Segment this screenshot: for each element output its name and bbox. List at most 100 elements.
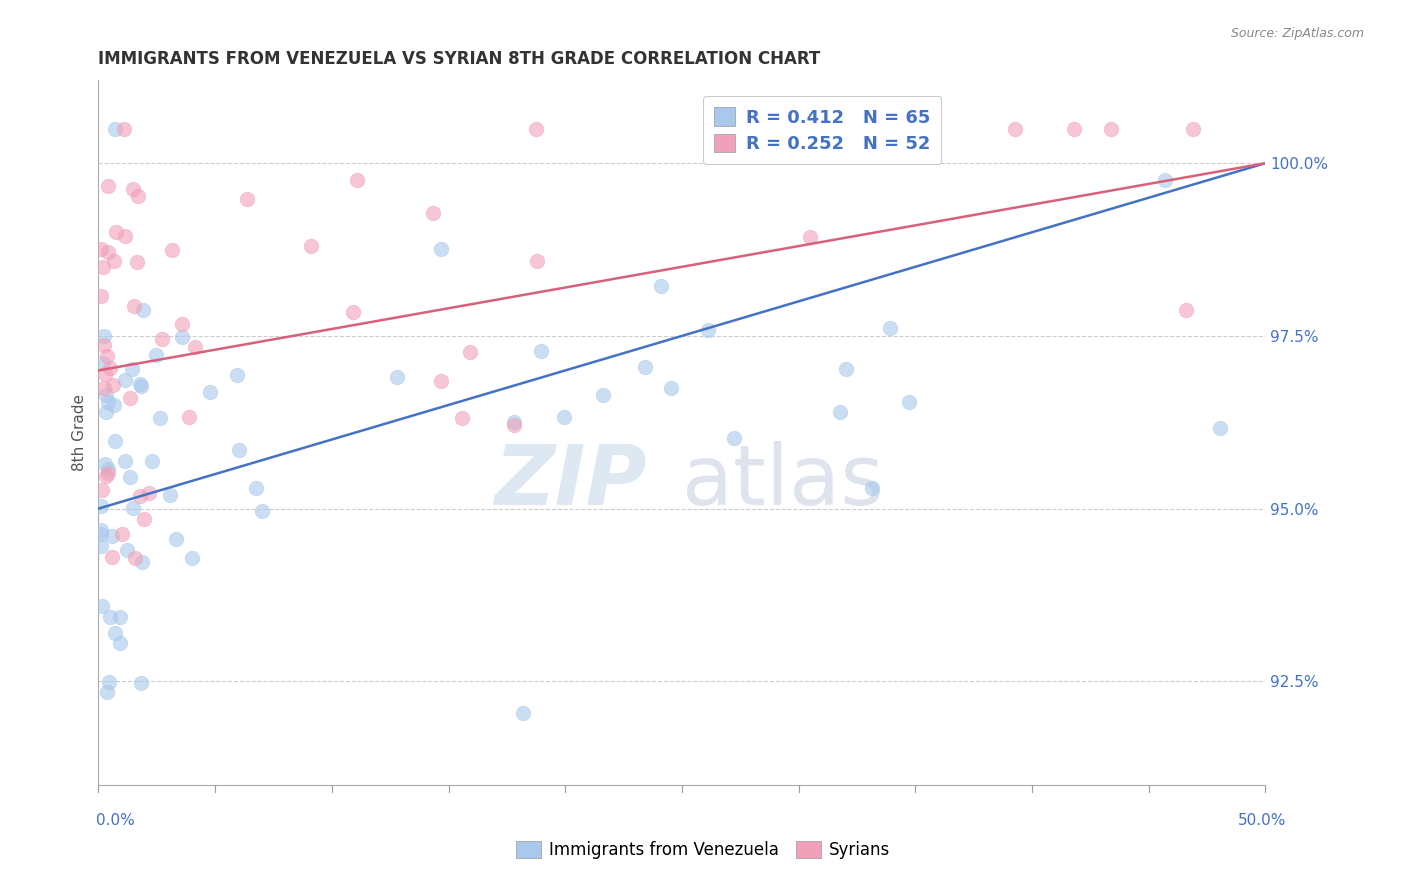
Point (458, 344, 481, 359)
Point (96, 349, 118, 363)
Point (200, 384, 222, 399)
Point (122, 182, 145, 196)
Point (830, 405, 852, 419)
Point (114, 373, 136, 387)
Point (1154, 173, 1177, 187)
Point (103, 121, 125, 136)
Point (723, 431, 745, 445)
Point (90, 523, 112, 537)
Point (97, 466, 120, 480)
Text: IMMIGRANTS FROM VENEZUELA VS SYRIAN 8TH GRADE CORRELATION CHART: IMMIGRANTS FROM VENEZUELA VS SYRIAN 8TH … (98, 50, 821, 68)
Point (1209, 421, 1232, 435)
Text: 50.0%: 50.0% (1239, 814, 1286, 828)
Point (835, 362, 858, 376)
Point (430, 242, 453, 256)
Point (170, 330, 193, 344)
Point (1004, 121, 1026, 136)
Point (115, 542, 138, 557)
Point (250, 504, 273, 518)
Point (165, 532, 187, 546)
Point (129, 376, 152, 391)
Point (97, 675, 120, 690)
Point (792, 121, 814, 136)
Point (121, 362, 143, 376)
Point (451, 410, 474, 425)
Point (90, 288, 112, 302)
Point (592, 388, 614, 402)
Point (650, 278, 672, 293)
Point (131, 302, 153, 317)
Point (503, 417, 526, 432)
Point (129, 378, 152, 392)
Point (659, 381, 682, 395)
Point (110, 636, 132, 650)
Point (299, 238, 322, 252)
Point (90, 483, 112, 497)
Point (634, 360, 657, 375)
Point (104, 226, 127, 240)
Point (103, 398, 125, 412)
Point (120, 470, 142, 484)
Point (93, 329, 115, 343)
Point (422, 206, 444, 220)
Point (96, 405, 118, 419)
Point (138, 486, 160, 500)
Point (101, 378, 124, 392)
Text: Source: ZipAtlas.com: Source: ZipAtlas.com (1230, 27, 1364, 40)
Point (90, 540, 112, 554)
Point (150, 332, 173, 346)
Point (131, 555, 153, 569)
Point (149, 411, 172, 425)
Point (860, 481, 883, 495)
Point (94, 367, 117, 381)
Legend: Immigrants from Venezuela, Syrians: Immigrants from Venezuela, Syrians (509, 834, 897, 866)
Text: 0.0%: 0.0% (96, 814, 135, 828)
Point (346, 173, 368, 187)
Point (177, 409, 200, 424)
Point (429, 374, 451, 388)
Legend: R = 0.412   N = 65, R = 0.252   N = 52: R = 0.412 N = 65, R = 0.252 N = 52 (703, 96, 941, 164)
Point (91, 356, 114, 370)
Point (112, 121, 135, 136)
Point (245, 482, 267, 496)
Point (122, 500, 145, 515)
Y-axis label: 8th Grade: 8th Grade (72, 394, 87, 471)
Point (159, 488, 181, 502)
Point (91, 260, 114, 275)
Point (145, 348, 167, 362)
Point (228, 443, 250, 458)
Point (90, 599, 112, 613)
Point (103, 254, 125, 268)
Point (1182, 121, 1205, 136)
Point (879, 321, 901, 335)
Point (1175, 302, 1198, 317)
Point (93, 382, 115, 396)
Point (553, 409, 575, 424)
Point (131, 676, 153, 690)
Point (897, 395, 920, 409)
Point (184, 341, 207, 355)
Point (128, 489, 150, 503)
Point (90, 526, 112, 541)
Point (526, 121, 548, 136)
Text: ZIP: ZIP (495, 442, 647, 523)
Point (90, 242, 112, 256)
Point (108, 609, 131, 624)
Point (385, 370, 408, 384)
Point (98, 610, 121, 624)
Point (90, 499, 112, 513)
Point (94, 458, 117, 472)
Point (97, 462, 120, 476)
Point (111, 527, 134, 541)
Point (96, 685, 118, 699)
Point (1099, 121, 1122, 136)
Point (104, 434, 127, 449)
Point (97, 178, 120, 193)
Point (697, 323, 720, 337)
Point (181, 551, 204, 566)
Point (101, 550, 124, 565)
Point (114, 228, 136, 243)
Point (132, 511, 155, 525)
Point (1063, 121, 1085, 136)
Point (236, 192, 259, 206)
